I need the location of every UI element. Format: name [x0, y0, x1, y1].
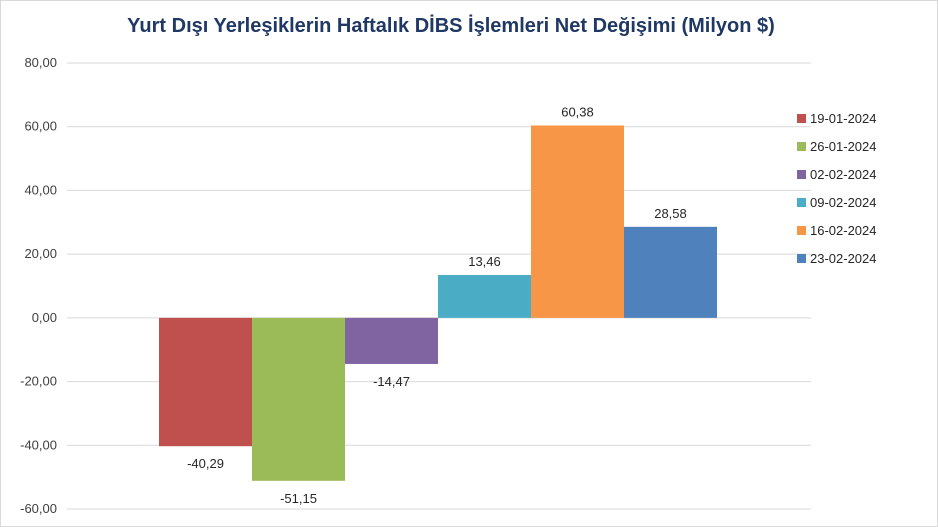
y-tick-label: 80,00 — [24, 55, 57, 70]
y-tick-label: -40,00 — [20, 437, 57, 452]
legend-label: 26-01-2024 — [810, 139, 877, 154]
data-label: 28,58 — [654, 206, 687, 221]
data-label: -51,15 — [280, 491, 317, 506]
legend-label: 16-02-2024 — [810, 223, 877, 238]
bar-02-02-2024 — [345, 317, 438, 364]
bar-16-02-2024 — [531, 125, 624, 318]
legend: 19-01-2024 26-01-2024 02-02-2024 09-02-2024… — [797, 111, 877, 266]
bar-09-02-2024 — [438, 274, 531, 318]
y-tick-label: -20,00 — [20, 374, 57, 389]
y-tick-label: 40,00 — [24, 182, 57, 197]
y-tick-label: 20,00 — [24, 246, 57, 261]
data-label: -14,47 — [373, 374, 410, 389]
legend-label: 23-02-2024 — [810, 251, 877, 266]
data-label: -40,29 — [187, 456, 224, 471]
legend-swatch — [797, 198, 806, 207]
legend-swatch — [797, 226, 806, 235]
legend-label: 02-02-2024 — [810, 167, 877, 182]
data-label: 60,38 — [561, 105, 594, 120]
legend-swatch — [797, 142, 806, 151]
legend-swatch — [797, 254, 806, 263]
y-tick-label: -60,00 — [20, 501, 57, 516]
legend-swatch — [797, 114, 806, 123]
bar-26-01-2024 — [252, 317, 345, 481]
data-label: 13,46 — [468, 254, 501, 269]
legend-swatch — [797, 170, 806, 179]
y-axis-ticks: 80,00 60,00 40,00 20,00 0,00 -20,00 -40,00 -60,… — [20, 55, 57, 516]
bar-19-01-2024 — [159, 317, 252, 447]
y-tick-label: 60,00 — [24, 119, 57, 134]
bars — [159, 125, 717, 481]
chart-title: Yurt Dışı Yerleşiklerin Haftalık DİBS İş… — [127, 15, 775, 37]
legend-label: 19-01-2024 — [810, 111, 877, 126]
data-labels: -40,29 -51,15 -14,47 13,46 60,38 28,58 — [187, 105, 687, 506]
legend-label: 09-02-2024 — [810, 195, 877, 210]
y-tick-label: 0,00 — [32, 310, 57, 325]
bar-23-02-2024 — [624, 226, 717, 318]
